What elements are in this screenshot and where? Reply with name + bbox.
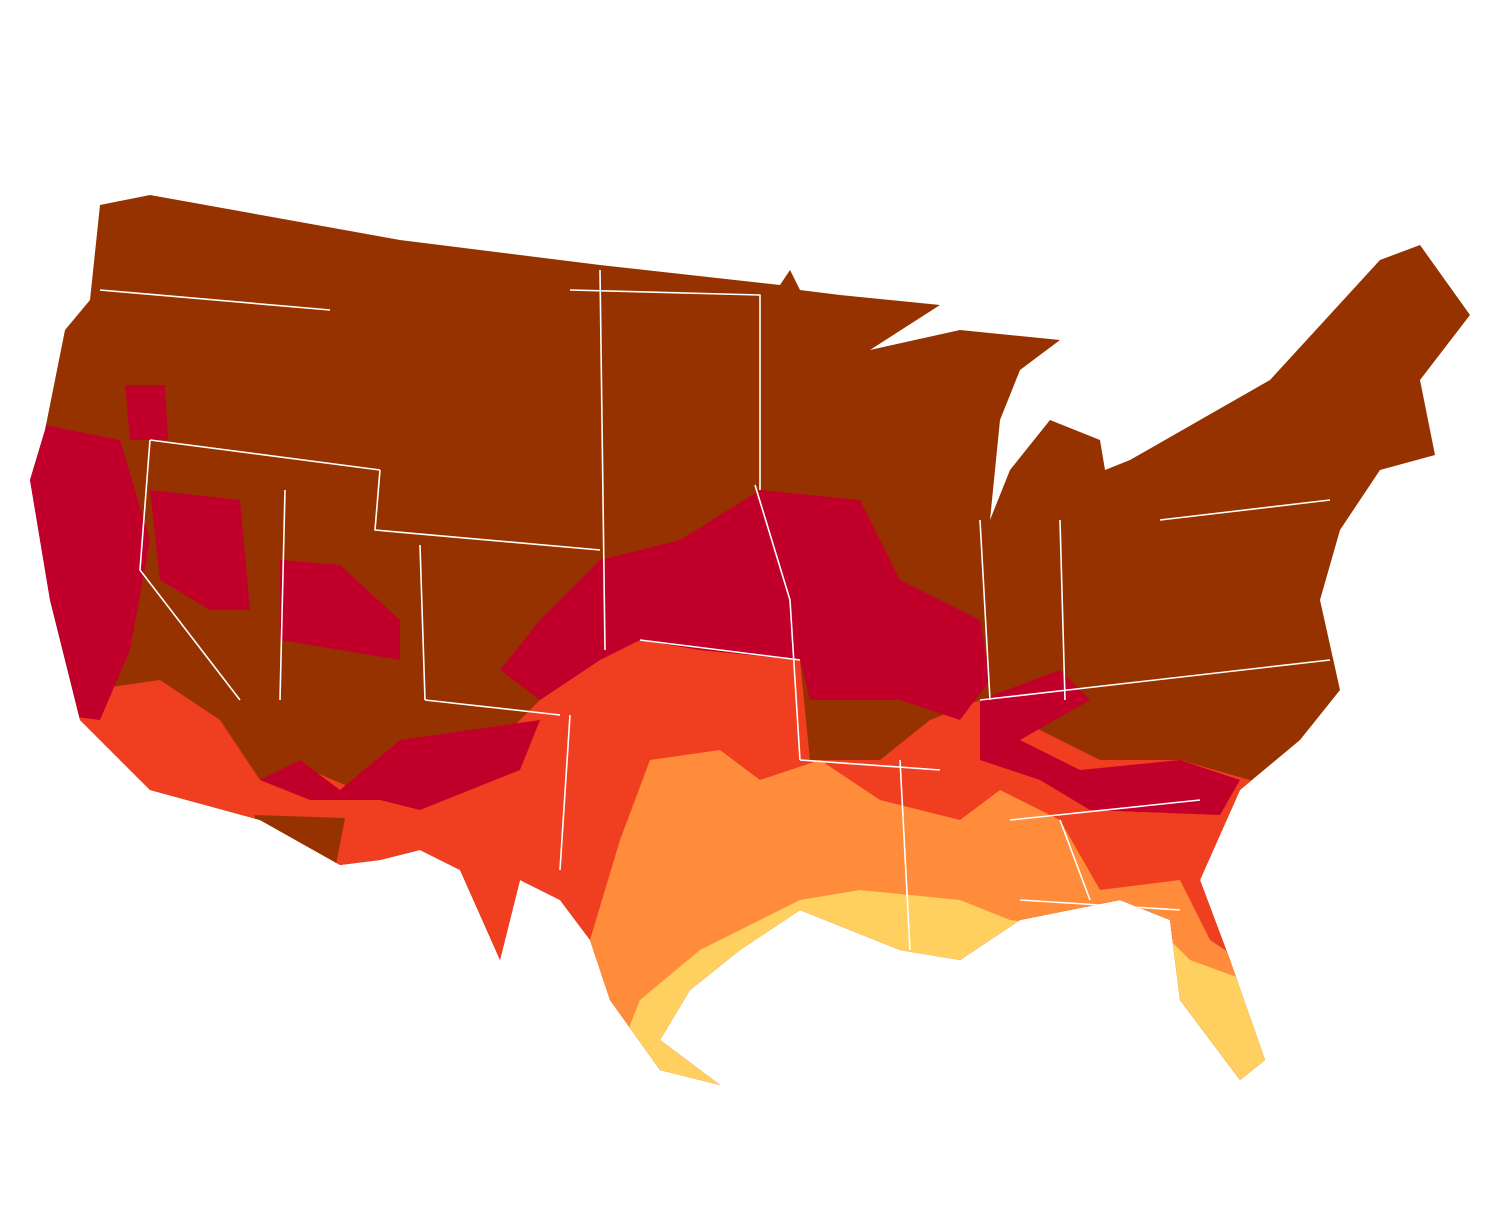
region-crimson-nevada: [150, 490, 250, 610]
region-crimson-oregon: [125, 385, 168, 440]
region-crimson-southwest: [260, 720, 540, 810]
region-crimson-utah: [280, 560, 400, 660]
region-dark-brown-arizona: [250, 815, 345, 870]
region-crimson-southeast: [980, 670, 1240, 815]
region-crimson-plains: [500, 490, 990, 720]
